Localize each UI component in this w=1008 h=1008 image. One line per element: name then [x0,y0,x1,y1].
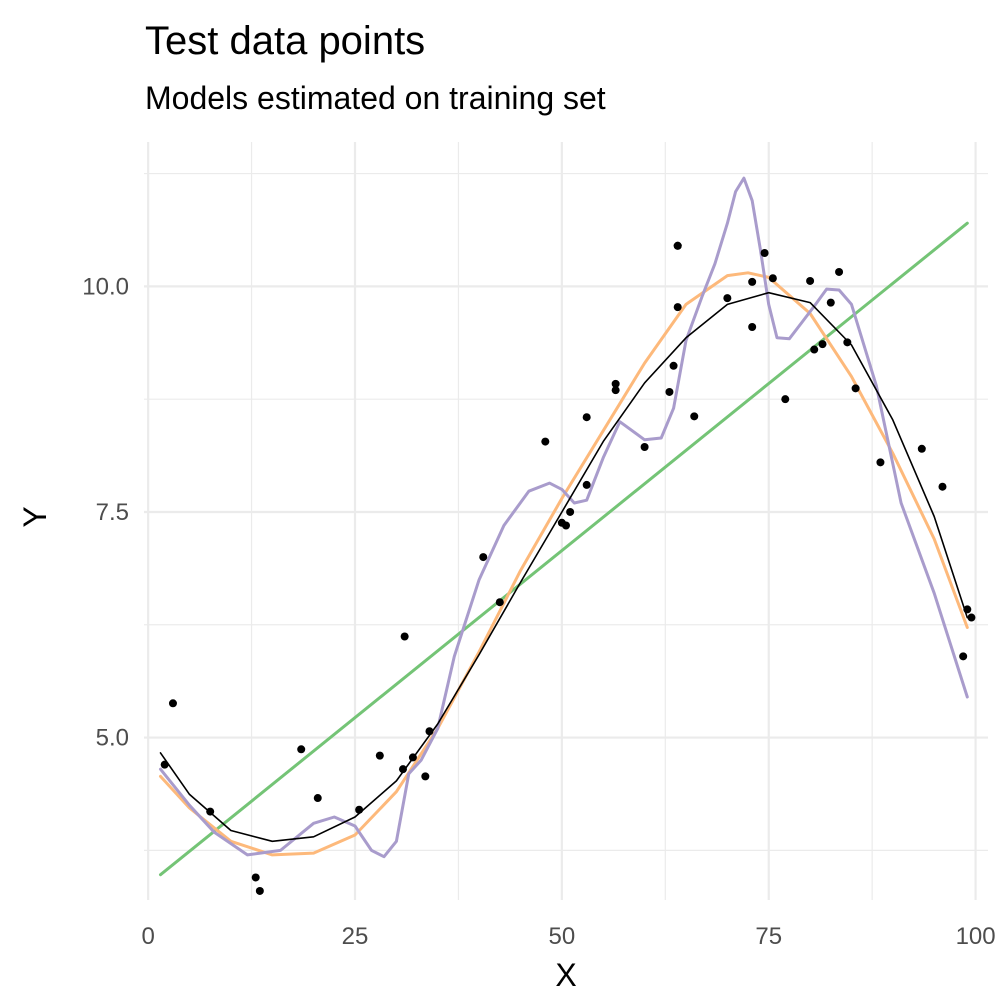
data-point-33 [748,277,757,286]
data-point-14 [479,553,488,562]
data-point-48 [963,605,972,614]
data-point-29 [673,241,682,250]
y-tick-label-1: 7.5 [96,499,129,526]
data-point-9 [398,765,407,774]
data-point-44 [876,458,885,467]
y-tick-label-0: 5.0 [96,725,129,752]
data-point-35 [768,274,777,283]
series-line-1 [159,271,969,857]
data-point-32 [748,322,757,331]
data-point-31 [723,294,732,303]
y-tick-label-2: 10.0 [82,273,129,300]
data-point-37 [806,276,815,285]
data-point-39 [818,340,827,349]
data-point-3 [251,873,260,882]
data-point-43 [851,384,860,393]
x-axis-title: X [555,957,576,993]
data-point-42 [843,338,852,347]
data-point-49 [967,613,976,622]
data-point-45 [917,444,926,453]
data-point-0 [160,760,169,769]
data-point-25 [665,387,674,396]
data-point-18 [562,521,570,530]
data-point-19 [566,507,575,516]
chart-title: Test data points [145,19,425,63]
chart-subtitle: Models estimated on training set [145,80,606,116]
series-line-0 [159,221,969,877]
data-point-10 [400,632,409,641]
data-point-6 [313,794,322,803]
data-point-23 [611,379,620,388]
data-point-4 [255,886,264,895]
data-point-2 [206,807,215,816]
data-points [160,241,976,895]
data-point-40 [826,298,835,307]
data-point-47 [959,652,968,661]
data-point-12 [421,772,430,781]
y-axis-title: Y [17,506,53,527]
data-point-15 [495,598,504,607]
data-point-1 [168,699,177,708]
data-point-38 [810,345,819,354]
series-lines [159,176,969,877]
x-tick-label-2: 50 [549,923,576,950]
data-point-8 [375,751,384,760]
series-line-2 [159,176,969,859]
data-point-5 [297,745,306,754]
x-tick-label-3: 75 [755,923,782,950]
x-tick-label-1: 25 [342,923,369,950]
data-point-30 [690,412,699,421]
tick-labels: 0 25 50 75 100 5.0 7.5 10.0 [82,273,995,950]
data-point-20 [582,480,591,489]
data-point-13 [425,727,434,736]
data-point-7 [355,805,364,814]
data-point-36 [781,395,790,404]
data-point-41 [835,267,844,276]
x-tick-label-0: 0 [141,923,154,950]
data-point-11 [408,753,417,762]
series-line-3 [159,291,969,843]
data-point-26 [669,361,678,370]
data-point-46 [938,482,947,491]
data-point-34 [760,248,769,257]
data-point-16 [541,437,550,446]
x-tick-label-4: 100 [956,923,996,950]
data-point-27 [673,303,682,312]
data-point-24 [640,443,649,452]
data-point-22 [611,386,620,395]
data-point-21 [582,413,591,422]
